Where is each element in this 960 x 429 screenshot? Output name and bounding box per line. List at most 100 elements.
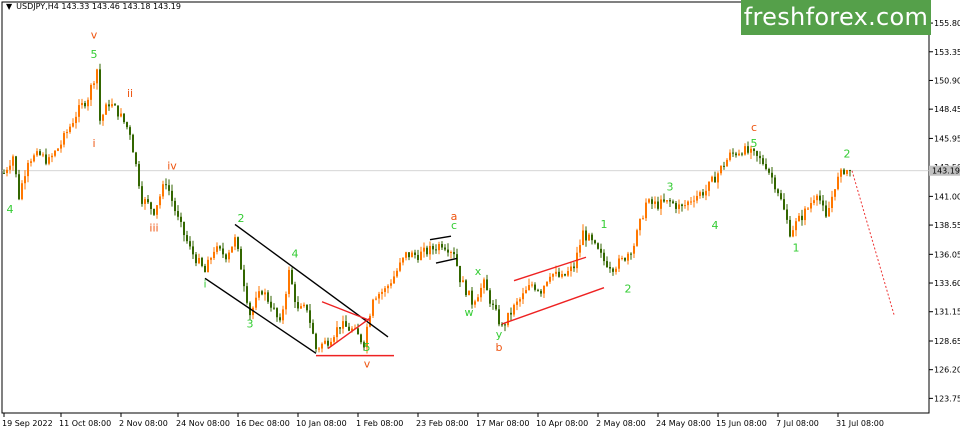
candle-body: [738, 153, 740, 156]
candle-body: [675, 202, 677, 209]
candle-body: [756, 151, 758, 156]
candle-body: [582, 230, 584, 246]
wave-label: v: [91, 28, 98, 41]
candle-body: [168, 185, 170, 191]
candle-body: [519, 299, 521, 302]
y-tick-label: 141.00: [934, 192, 960, 201]
candle-body: [138, 164, 140, 187]
candle-body: [273, 307, 275, 309]
candle-body: [624, 257, 626, 261]
candle-body: [630, 253, 632, 255]
trend-line: [321, 301, 371, 322]
candle-body: [573, 266, 575, 269]
candle-body: [588, 234, 590, 241]
candle-body: [594, 240, 596, 244]
candle-body: [210, 258, 212, 260]
candle-body: [57, 148, 59, 151]
candle-body: [183, 221, 185, 236]
candle-body: [3, 172, 5, 174]
candle-body: [678, 204, 680, 209]
candle-body: [339, 327, 341, 329]
candle-body: [126, 122, 128, 128]
candle-body: [33, 155, 35, 162]
candle-body: [768, 168, 770, 173]
candle-body: [207, 259, 209, 273]
candle-body: [159, 196, 161, 206]
trend-line: [204, 277, 317, 354]
candle-body: [690, 201, 692, 203]
candle-body: [69, 126, 71, 133]
symbol-label: USDJPY,H4: [16, 2, 59, 11]
candle-body: [528, 285, 530, 291]
wave-label: iii: [149, 222, 158, 235]
candle-body: [108, 104, 110, 107]
candle-body: [264, 292, 266, 295]
candle-body: [510, 312, 512, 315]
y-tick-label: 150.90: [934, 76, 960, 85]
candle-body: [645, 202, 647, 219]
trend-line: [429, 235, 452, 241]
candle-body: [810, 203, 812, 209]
candle-body: [612, 268, 614, 272]
candle-body: [555, 271, 557, 274]
candle-body: [363, 342, 365, 348]
candle-body: [723, 165, 725, 167]
candle-body: [465, 280, 467, 296]
candle-body: [615, 268, 617, 272]
candle-body: [189, 241, 191, 247]
candle-body: [411, 252, 413, 258]
candle-body: [285, 294, 287, 310]
candle-body: [288, 269, 290, 295]
candle-body: [45, 154, 47, 164]
candle-body: [87, 99, 89, 107]
candle-body: [444, 247, 446, 250]
candle-body: [324, 340, 326, 344]
candle-body: [606, 261, 608, 267]
candle-body: [327, 340, 329, 346]
candle-body: [375, 298, 377, 300]
candle-body: [726, 159, 728, 167]
candle-body: [687, 201, 689, 206]
y-tick-label: 153.35: [934, 48, 960, 57]
candle-body: [144, 199, 146, 204]
candle-body: [681, 204, 683, 207]
candle-body: [669, 200, 671, 202]
dropdown-arrow-icon[interactable]: ▼: [6, 2, 13, 11]
candle-body: [366, 326, 368, 348]
candle-body: [129, 127, 131, 135]
candle-body: [585, 230, 587, 241]
current-price-label: 143.19: [932, 167, 960, 176]
candle-body: [501, 324, 503, 326]
candle-body: [837, 176, 839, 190]
trend-line: [501, 287, 605, 325]
candle-body: [417, 254, 419, 261]
wave-label: 2: [238, 212, 245, 225]
wave-label: 5: [364, 341, 371, 354]
candle-body: [642, 218, 644, 220]
x-tick-label: 17 Mar 08:00: [476, 419, 529, 428]
wave-label: iv: [167, 159, 177, 172]
candle-body: [516, 301, 518, 305]
candle-body: [255, 297, 257, 308]
candle-body: [597, 243, 599, 249]
candle-body: [321, 343, 323, 349]
candle-body: [693, 200, 695, 202]
candle-body: [600, 248, 602, 253]
candle-body: [483, 279, 485, 288]
candle-body: [216, 246, 218, 252]
candle-body: [777, 189, 779, 194]
candle-body: [66, 132, 68, 134]
candle-body: [294, 284, 296, 303]
candle-body: [225, 254, 227, 260]
candle-body: [432, 245, 434, 250]
candle-body: [420, 251, 422, 261]
candle-body: [774, 177, 776, 190]
candle-body: [525, 290, 527, 294]
candle-body: [741, 153, 743, 155]
candle-body: [351, 328, 353, 331]
candle-body: [804, 208, 806, 221]
candle-body: [657, 201, 659, 209]
candle-body: [30, 161, 32, 163]
candle-body: [462, 280, 464, 283]
